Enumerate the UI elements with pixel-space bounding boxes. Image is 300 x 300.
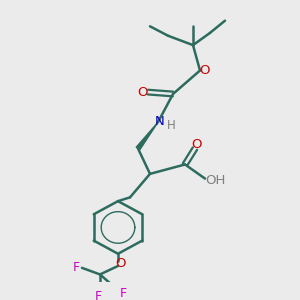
Text: O: O [192,138,202,151]
Text: F: F [94,290,102,300]
Polygon shape [136,122,158,150]
Text: O: O [138,85,148,99]
Text: OH: OH [205,174,225,187]
Text: O: O [199,64,209,77]
Text: N: N [155,115,165,128]
Text: F: F [72,261,80,274]
Text: O: O [116,257,126,270]
Text: F: F [119,287,127,300]
Text: H: H [167,119,176,132]
